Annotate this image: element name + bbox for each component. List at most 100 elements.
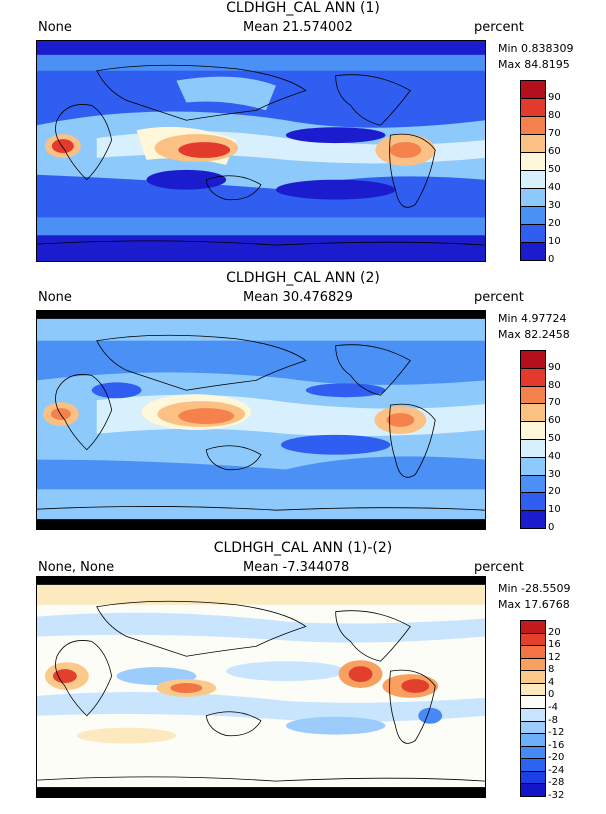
colorbar-box	[520, 98, 546, 117]
map-band	[37, 235, 485, 261]
map-band	[37, 489, 485, 520]
colorbar-label: 60	[548, 415, 561, 427]
max-label: Max 82.2458	[498, 328, 570, 341]
map-plot	[36, 40, 486, 262]
map-region	[51, 139, 74, 153]
map-region	[52, 669, 77, 684]
colorbar-label: 80	[548, 110, 561, 121]
map-region	[37, 612, 485, 643]
colorbar-label: -28	[548, 777, 565, 789]
panel-title: CLDHGH_CAL ANN (1)	[226, 0, 380, 16]
panel-2: CLDHGH_CAL ANN (2) None Mean 30.476829 p…	[0, 270, 606, 540]
map-band	[37, 41, 485, 55]
left-label: None	[38, 20, 72, 35]
units-label: percent	[474, 560, 524, 575]
coastlines	[37, 334, 485, 511]
map-band	[37, 577, 485, 585]
colorbar-label: 0	[548, 689, 555, 701]
colorbar-box	[520, 403, 546, 423]
colorbar-label: 20	[548, 486, 561, 498]
colorbar-box	[520, 385, 546, 405]
colorbar-label: -8	[548, 714, 558, 726]
colorbar-label: 8	[548, 664, 555, 676]
colorbar-box	[520, 367, 546, 387]
map-region	[305, 383, 386, 398]
min-label: Min -28.5509	[498, 582, 571, 595]
coastlines	[37, 64, 485, 246]
colorbar-label: 30	[548, 468, 561, 480]
colorbar-label: 10	[548, 236, 561, 247]
colorbar-box	[520, 745, 546, 760]
colorbar-box	[520, 206, 546, 225]
map-region	[389, 142, 422, 158]
map-band	[37, 584, 485, 605]
colorbar-box	[520, 242, 546, 261]
colorbar-box	[520, 152, 546, 171]
colorbar-box	[520, 657, 546, 672]
colorbar-box	[520, 492, 546, 512]
map-plot	[36, 576, 486, 798]
colorbar-box	[520, 645, 546, 659]
colorbar-label: 12	[548, 651, 561, 663]
colorbar-label: -12	[548, 727, 565, 739]
colorbar: 0 10 20 30 40 50 60 70 80 90	[520, 80, 561, 265]
map-region	[50, 408, 71, 420]
colorbar-label: 40	[548, 182, 561, 193]
colorbar: 0 10 20 30 40 50 60 70 80 90	[520, 350, 561, 533]
colorbar-label: 50	[548, 164, 561, 175]
map-region	[280, 434, 391, 455]
map-band	[37, 318, 485, 341]
map-region	[418, 707, 443, 724]
colorbar-box	[520, 116, 546, 135]
colorbar-label: -20	[548, 752, 565, 764]
colorbar-box	[520, 720, 546, 735]
colorbar-box	[520, 770, 546, 785]
map-region	[348, 666, 373, 683]
colorbar-label: 0	[548, 522, 555, 533]
colorbar-label: 70	[548, 128, 561, 139]
map-band	[37, 54, 485, 71]
min-label: Min 4.97724	[498, 312, 567, 325]
panel-3: CLDHGH_CAL ANN (1)-(2) None, None Mean -…	[0, 540, 606, 814]
units-label: percent	[474, 20, 524, 35]
colorbar-box	[520, 695, 546, 709]
colorbar-label: 20	[548, 218, 561, 229]
colorbar-box	[520, 670, 546, 684]
colorbar-label: 10	[548, 504, 561, 516]
colorbar-label: -24	[548, 764, 565, 776]
map-region	[170, 683, 203, 693]
map-region	[226, 661, 346, 682]
max-label: Max 17.6768	[498, 598, 570, 611]
colorbar-box	[520, 632, 546, 647]
colorbar-box	[520, 708, 546, 722]
colorbar-box	[520, 733, 546, 747]
colorbar-label: -32	[548, 790, 565, 801]
colorbar-box	[520, 456, 546, 476]
colorbar-label: 4	[548, 676, 555, 688]
mean-label: Mean 21.574002	[243, 20, 353, 35]
map-band	[37, 787, 485, 797]
map-region	[178, 142, 231, 158]
colorbar-box	[520, 439, 546, 458]
colorbar-label: 0	[548, 254, 555, 265]
map-region	[285, 127, 386, 144]
min-label: Min 0.838309	[498, 42, 574, 55]
colorbar-box	[520, 682, 546, 697]
map-svg	[37, 311, 485, 529]
colorbar-box	[520, 80, 546, 99]
colorbar-label: 80	[548, 379, 561, 391]
colorbar-label: 30	[548, 200, 561, 211]
units-label: percent	[474, 290, 524, 305]
colorbar-label: 40	[548, 450, 561, 462]
colorbar-box	[520, 620, 546, 634]
colorbar-box	[520, 783, 546, 797]
colorbar-box	[520, 188, 546, 207]
colorbar-box	[520, 421, 546, 440]
colorbar-box	[520, 350, 546, 369]
map-band	[37, 519, 485, 529]
colorbar-label: 16	[548, 639, 561, 651]
panel-title: CLDHGH_CAL ANN (2)	[226, 270, 380, 286]
map-region	[176, 76, 276, 111]
colorbar-label: 90	[548, 361, 561, 373]
colorbar-label: 20	[548, 626, 561, 638]
